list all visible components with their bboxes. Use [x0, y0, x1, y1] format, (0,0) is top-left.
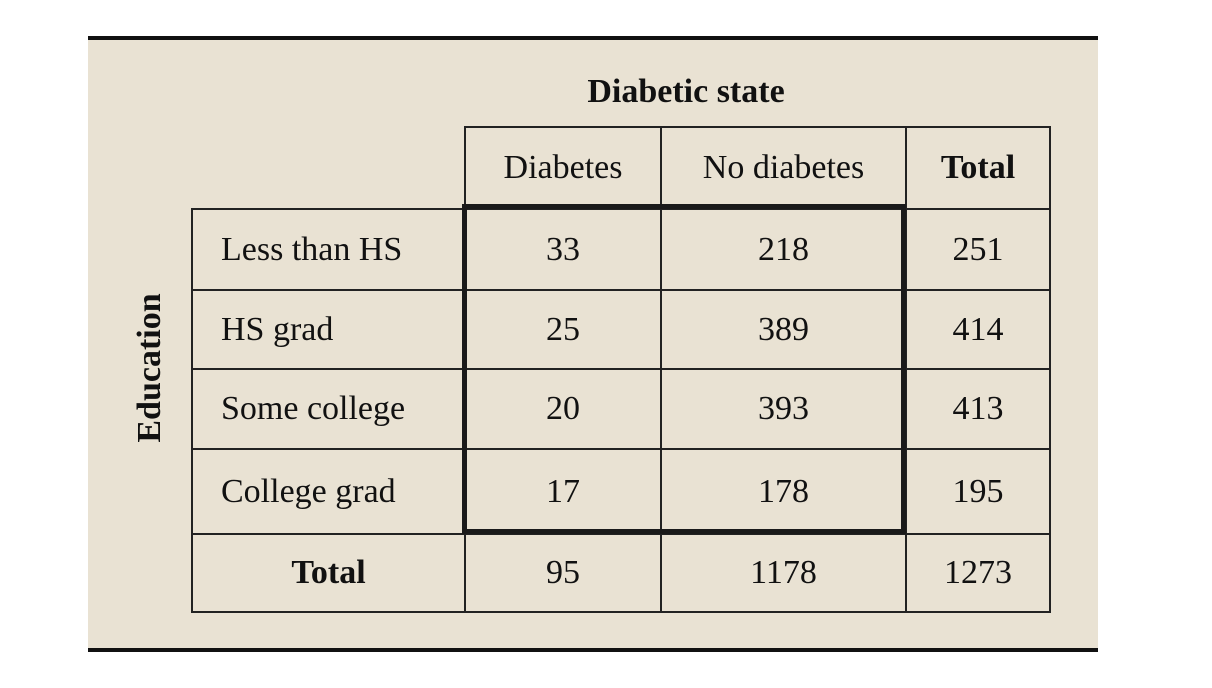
column-header-total: Total — [905, 126, 1051, 210]
table-cell-total: 414 — [905, 289, 1051, 370]
table-cell: 389 — [660, 289, 907, 370]
table-panel — [88, 36, 1098, 652]
column-header-no-diabetes: No diabetes — [660, 126, 907, 210]
row-label-some-college: Some college — [191, 368, 466, 450]
column-group-title: Diabetic state — [587, 73, 785, 110]
table-cell-total: 251 — [905, 208, 1051, 291]
row-label-less-than-hs: Less than HS — [191, 208, 466, 291]
table-cell-grand-total: 1273 — [905, 533, 1051, 613]
table-cell: 393 — [660, 368, 907, 450]
table-cell-total: 413 — [905, 368, 1051, 450]
table-cell-total: 195 — [905, 448, 1051, 535]
table-cell: 25 — [464, 289, 662, 370]
table-cell: 17 — [464, 448, 662, 535]
row-group-title: Education — [131, 293, 168, 443]
table-cell: 218 — [660, 208, 907, 291]
row-label-college-grad: College grad — [191, 448, 466, 535]
row-label-total: Total — [191, 533, 466, 613]
column-header-diabetes: Diabetes — [464, 126, 662, 210]
table-cell-total: 1178 — [660, 533, 907, 613]
table-cell: 33 — [464, 208, 662, 291]
table-cell-total: 95 — [464, 533, 662, 613]
table-cell: 20 — [464, 368, 662, 450]
row-label-hs-grad: HS grad — [191, 289, 466, 370]
table-cell: 178 — [660, 448, 907, 535]
